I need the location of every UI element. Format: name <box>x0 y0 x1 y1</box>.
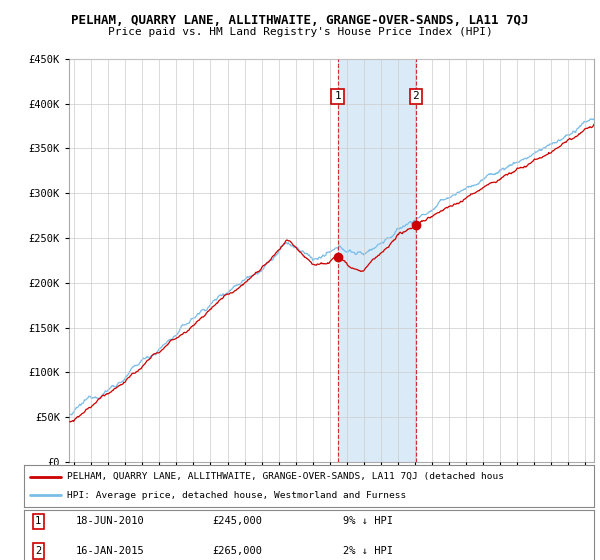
Text: PELHAM, QUARRY LANE, ALLITHWAITE, GRANGE-OVER-SANDS, LA11 7QJ (detached hous: PELHAM, QUARRY LANE, ALLITHWAITE, GRANGE… <box>67 472 504 481</box>
Text: £265,000: £265,000 <box>212 546 262 556</box>
Text: PELHAM, QUARRY LANE, ALLITHWAITE, GRANGE-OVER-SANDS, LA11 7QJ: PELHAM, QUARRY LANE, ALLITHWAITE, GRANGE… <box>71 14 529 27</box>
Text: 9% ↓ HPI: 9% ↓ HPI <box>343 516 393 526</box>
Text: 16-JAN-2015: 16-JAN-2015 <box>76 546 144 556</box>
Text: Price paid vs. HM Land Registry's House Price Index (HPI): Price paid vs. HM Land Registry's House … <box>107 27 493 37</box>
Bar <box>338 59 416 462</box>
Text: £245,000: £245,000 <box>212 516 262 526</box>
Text: 18-JUN-2010: 18-JUN-2010 <box>76 516 144 526</box>
Text: HPI: Average price, detached house, Westmorland and Furness: HPI: Average price, detached house, West… <box>67 491 406 500</box>
Text: 2: 2 <box>412 91 419 101</box>
Text: 2: 2 <box>35 546 41 556</box>
Text: 1: 1 <box>35 516 41 526</box>
Text: 2% ↓ HPI: 2% ↓ HPI <box>343 546 393 556</box>
Text: 1: 1 <box>334 91 341 101</box>
